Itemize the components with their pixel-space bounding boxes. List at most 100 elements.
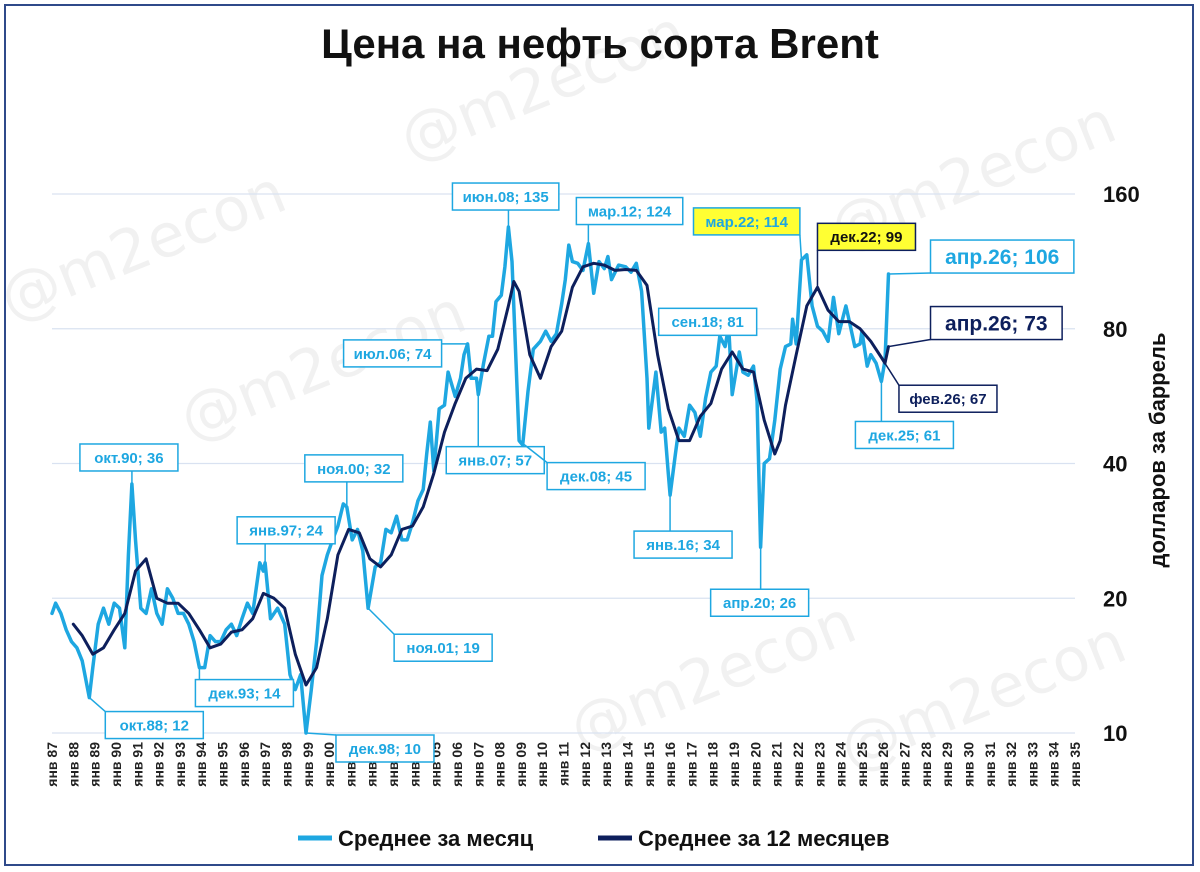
x-tick-label: янв 28: [918, 742, 934, 787]
annotation-callout: окт.88; 12: [88, 696, 205, 740]
annotation-label: янв.97; 24: [249, 523, 323, 540]
y-tick-label: 10: [1103, 721, 1127, 746]
annotation-label: июл.06; 74: [354, 346, 433, 363]
x-tick-label: янв 99: [300, 742, 316, 787]
annotation-label: апр.26; 106: [945, 246, 1059, 269]
x-tick-label: янв 35: [1067, 742, 1083, 787]
x-tick-label: янв 12: [577, 742, 593, 787]
x-tick-label: янв 09: [513, 742, 529, 787]
x-tick-label: янв 20: [747, 742, 763, 787]
x-tick-label: янв 14: [619, 742, 635, 787]
x-tick-label: янв 22: [790, 742, 806, 787]
annotation-callout: янв.16; 34: [633, 495, 733, 559]
legend-item: Среднее за 12 месяцев: [598, 826, 890, 851]
annotation-callout: дек.93; 14: [194, 667, 295, 708]
x-tick-label: янв 33: [1024, 742, 1040, 787]
annotation-label: ноя.00; 32: [317, 461, 390, 478]
y-tick-label: 20: [1103, 586, 1127, 611]
x-tick-label: янв 29: [939, 742, 955, 787]
x-tick-label: янв 19: [726, 742, 742, 787]
x-tick-label: янв 90: [108, 742, 124, 787]
annotations: окт.90; 36 окт.88; 12 дек.93; 14 янв.97; 24…: [79, 182, 1075, 763]
x-tick-label: янв 87: [44, 742, 60, 787]
y-axis-ticks: 10 20 40 80 160: [1103, 182, 1140, 746]
annotation-callout: апр.20; 26: [709, 547, 810, 617]
x-tick-label: янв 91: [129, 742, 145, 787]
annotation-callout: дек.25; 61: [854, 381, 955, 450]
annotation-callout: дек.08; 45: [518, 440, 646, 491]
x-tick-label: янв 00: [321, 742, 337, 787]
x-tick-label: янв 88: [65, 742, 81, 787]
annotation-callout: июл.06; 74: [342, 339, 468, 368]
annotation-callout: дек.98; 10: [305, 732, 435, 763]
annotation-label: апр.20; 26: [723, 595, 796, 612]
annotation-callout: ноя.00; 32: [304, 454, 404, 507]
y-axis-label: долларов за баррель: [1145, 333, 1170, 568]
annotation-label: июн.08; 135: [463, 189, 549, 206]
annotation-label: фев.26; 67: [909, 391, 986, 408]
x-tick-label: янв 89: [87, 742, 103, 787]
x-tick-label: янв 08: [492, 742, 508, 787]
chart-title: Цена на нефть сорта Brent: [321, 20, 879, 67]
legend-label: Среднее за месяц: [338, 826, 534, 851]
annotation-label: дек.08; 45: [560, 469, 632, 486]
x-tick-label: янв 98: [278, 742, 294, 787]
x-tick-label: янв 94: [193, 742, 209, 787]
x-tick-label: янв 25: [854, 742, 870, 787]
x-tick-label: янв 27: [897, 742, 913, 787]
annotation-label: окт.90; 36: [94, 450, 163, 467]
x-tick-label: янв 26: [875, 742, 891, 787]
annotation-label: дек.98; 10: [349, 741, 421, 758]
annotation-callout: янв.97; 24: [236, 516, 336, 563]
annotation-label: мар.12; 124: [588, 203, 672, 220]
y-tick-label: 40: [1103, 452, 1127, 477]
annotation-label: мар.22; 114: [705, 214, 788, 231]
x-tick-label: янв 32: [1003, 742, 1019, 787]
annotation-label: янв.07; 57: [458, 453, 532, 470]
annotation-label: дек.22; 99: [830, 229, 902, 246]
x-tick-label: янв 92: [151, 742, 167, 787]
x-tick-label: янв 96: [236, 742, 252, 787]
x-tick-label: янв 23: [811, 742, 827, 787]
annotation-label: дек.93; 14: [208, 685, 281, 702]
annotation-label: янв.16; 34: [646, 537, 720, 554]
legend-label: Среднее за 12 месяцев: [638, 826, 890, 851]
annotation-callout: сен.18; 81: [657, 307, 758, 337]
x-tick-label: янв 30: [960, 742, 976, 787]
annotation-callout: мар.22; 114: [692, 207, 803, 260]
x-tick-label: янв 21: [769, 742, 785, 787]
annotation-label: сен.18; 81: [671, 314, 743, 331]
annotation-label: апр.26; 73: [945, 313, 1048, 336]
x-tick-label: янв 17: [683, 742, 699, 787]
legend: Среднее за месяц Среднее за 12 месяцев: [298, 826, 890, 851]
annotation-label: окт.88; 12: [120, 717, 189, 734]
twelve-month-average-line: [71, 261, 890, 687]
x-tick-label: янв 06: [449, 742, 465, 787]
x-tick-label: янв 97: [257, 742, 273, 787]
x-tick-label: янв 10: [534, 742, 550, 787]
y-tick-label: 80: [1103, 317, 1127, 342]
annotation-callout: янв.07; 57: [445, 394, 545, 475]
annotation-callout: мар.12; 124: [575, 196, 684, 244]
x-tick-label: янв 95: [215, 742, 231, 787]
legend-item: Среднее за месяц: [298, 826, 534, 851]
annotation-callout: окт.90; 36: [79, 443, 179, 484]
annotation-label: дек.25; 61: [868, 427, 940, 444]
y-tick-label: 160: [1103, 182, 1140, 207]
annotation-callout: дек.22; 99: [816, 222, 917, 288]
annotation-callout: апр.26; 73: [888, 305, 1063, 348]
annotation-callout: фев.26; 67: [884, 362, 998, 413]
annotation-callout: ноя.01; 19: [367, 607, 493, 662]
x-tick-label: янв 07: [470, 742, 486, 787]
x-tick-label: янв 31: [982, 742, 998, 787]
x-tick-label: янв 16: [662, 742, 678, 787]
x-tick-label: янв 24: [833, 742, 849, 787]
x-tick-label: янв 18: [705, 742, 721, 787]
annotation-callout: апр.26; 106: [888, 239, 1075, 275]
x-axis-ticks: янв 87 янв 88 янв 89 янв 90 янв 91 янв 92 янв …: [44, 742, 1083, 787]
x-tick-label: янв 13: [598, 742, 614, 787]
series-lines: [50, 225, 891, 735]
annotation-callout: июн.08; 135: [451, 182, 560, 228]
x-tick-label: янв 34: [1046, 742, 1062, 787]
